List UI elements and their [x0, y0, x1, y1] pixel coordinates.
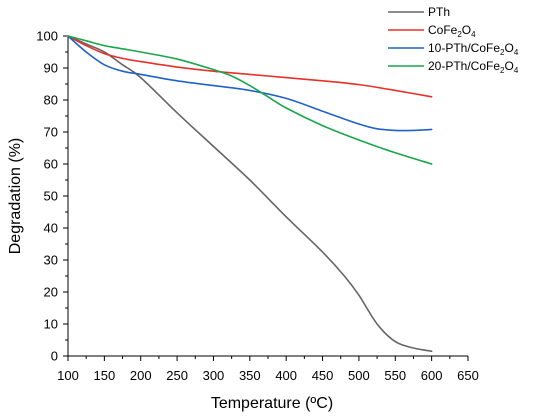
legend-item-cofe2o4: CoFe2O4 [388, 23, 476, 39]
y-tick-label: 30 [44, 253, 58, 268]
series-lines [67, 35, 433, 352]
axes [67, 36, 468, 357]
series-line-20-pth-cofe2o4 [67, 35, 433, 165]
y-axis-ticks: 0 10 20 30 40 50 60 70 80 90 100 [36, 29, 68, 364]
y-axis-title: Degradation (%) [7, 138, 24, 255]
y-tick-label: 0 [51, 349, 58, 364]
legend-label: PTh [428, 5, 450, 19]
legend-item-10-pth-cofe2o4: 10-PTh/CoFe2O4 [388, 41, 519, 57]
y-tick-label: 10 [44, 317, 58, 332]
legend-label: 10-PTh/CoFe2O4 [428, 41, 519, 57]
y-tick-label: 80 [44, 93, 58, 108]
x-tick-label: 600 [421, 368, 443, 383]
series-line-10-pth-cofe2o4 [67, 35, 433, 132]
legend: PTh CoFe2O4 10-PTh/CoFe2O4 20-PTh/CoFe2O4 [388, 5, 519, 75]
legend-label: 20-PTh/CoFe2O4 [428, 59, 519, 75]
x-tick-label: 350 [239, 368, 261, 383]
legend-item-20-pth-cofe2o4: 20-PTh/CoFe2O4 [388, 59, 519, 75]
y-tick-label: 60 [44, 157, 58, 172]
y-tick-label: 20 [44, 285, 58, 300]
x-tick-label: 500 [348, 368, 370, 383]
x-tick-label: 300 [203, 368, 225, 383]
y-tick-label: 70 [44, 125, 58, 140]
x-tick-label: 550 [384, 368, 406, 383]
legend-item-pth: PTh [388, 5, 450, 19]
x-tick-label: 650 [457, 368, 479, 383]
x-tick-label: 400 [275, 368, 297, 383]
x-axis-ticks: 100 150 200 250 300 350 400 450 500 550 600 650 [57, 356, 479, 383]
y-tick-label: 40 [44, 221, 58, 236]
series-line-cofe2o4 [67, 35, 433, 98]
x-axis-title: Temperature (ºC) [211, 395, 333, 412]
x-tick-label: 100 [57, 368, 79, 383]
x-tick-label: 250 [166, 368, 188, 383]
x-tick-label: 200 [130, 368, 152, 383]
x-tick-label: 450 [312, 368, 334, 383]
y-tick-label: 50 [44, 189, 58, 204]
y-tick-label: 90 [44, 61, 58, 76]
x-tick-label: 150 [94, 368, 116, 383]
y-tick-label: 100 [36, 29, 58, 44]
legend-label: CoFe2O4 [428, 23, 476, 39]
series-line-pth [67, 35, 433, 352]
